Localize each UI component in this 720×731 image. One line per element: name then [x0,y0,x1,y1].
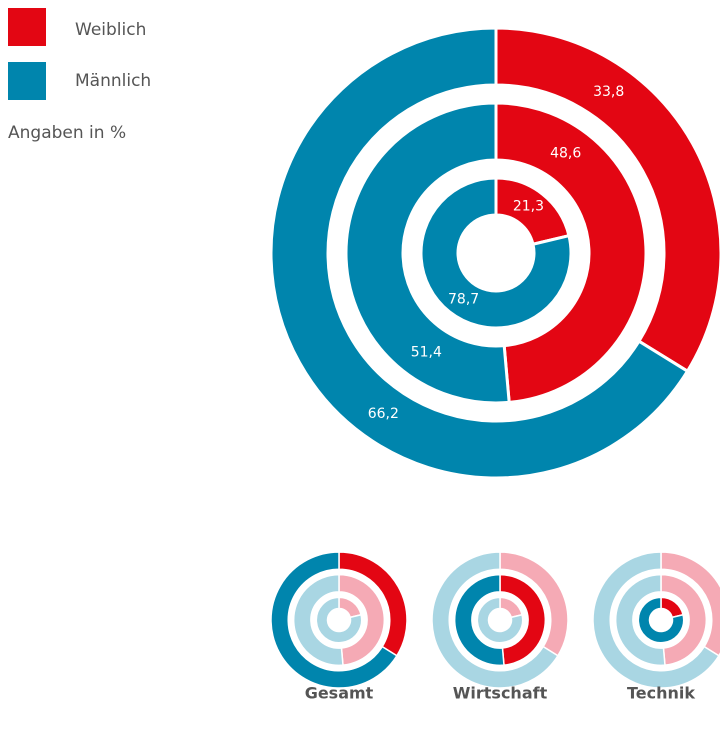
value-label: 78,7 [448,291,479,307]
value-label: 51,4 [411,345,442,361]
donut-segment [614,573,666,667]
legend-label: Weiblich [75,20,146,40]
donut-segment [431,551,559,689]
donut-segment [637,596,685,644]
legend-label: Männlich [75,71,151,91]
value-label: 48,6 [550,145,581,161]
legend-swatch [8,8,46,46]
legend-swatch [8,62,46,100]
donut-segment [499,596,523,619]
donut-segment [269,26,690,480]
donut-segment [494,101,648,405]
note: Angaben in % [8,123,126,143]
donut-segment [270,551,398,689]
donut-segment [292,573,344,667]
value-label: 66,2 [368,406,399,422]
value-label: 21,3 [513,199,544,215]
donut-segment [494,26,720,374]
donut-segment [660,573,708,666]
donut-segment [344,101,511,405]
category-label: Gesamt [305,684,374,703]
category-label: Wirtschaft [453,684,548,703]
donut-segment [338,596,362,619]
donut-segment [660,596,684,619]
donut-segment [315,596,363,644]
category-label: Technik [627,684,695,703]
donut-segment [338,573,386,666]
donut-segment [592,551,720,689]
value-label: 33,8 [593,84,624,100]
donut-segment [476,596,524,644]
donut-segment [499,573,547,666]
donut-segment [453,573,505,667]
donut-segment [419,176,573,330]
